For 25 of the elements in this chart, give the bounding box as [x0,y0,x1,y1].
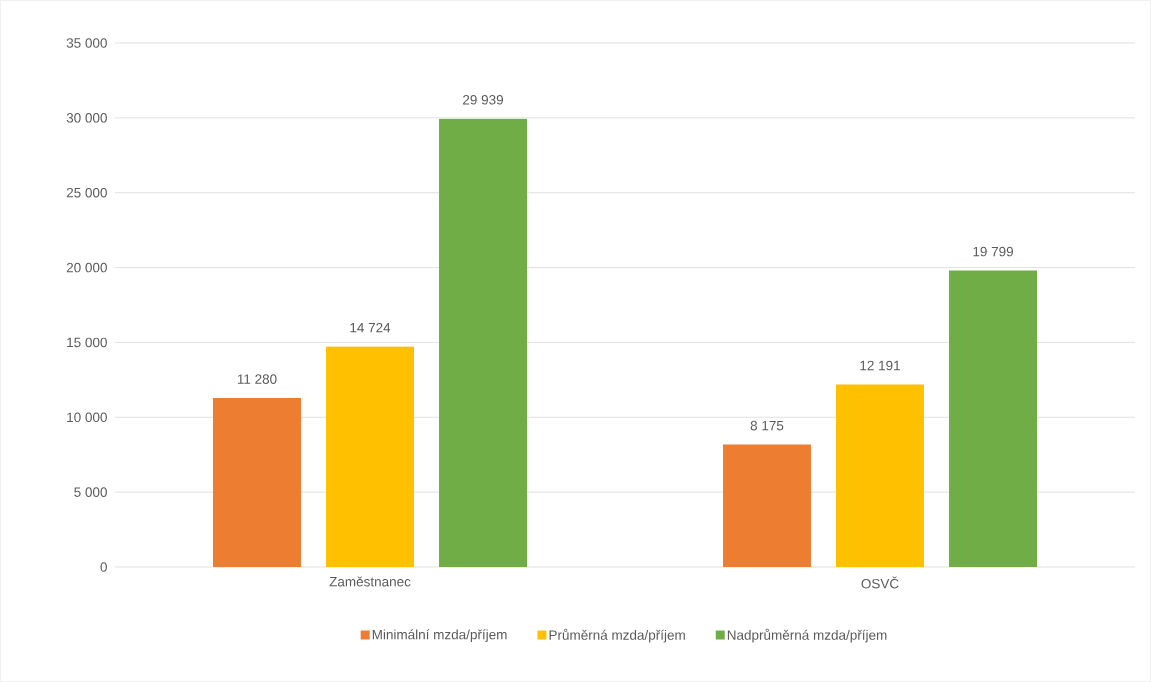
data-label: 14 724 [350,322,391,333]
bar [836,384,924,567]
y-tick-label: 10 000 [67,412,107,423]
y-tick-label: 0 [100,562,107,572]
x-tick-label: Zaměstnanec [329,576,411,587]
data-label: 19 799 [973,246,1013,257]
x-tick-label: OSVČ [861,576,899,589]
data-label: 12 191 [860,360,900,371]
y-tick-label: 5 000 [74,487,107,497]
bar [439,118,527,567]
y-tick-label: 20 000 [66,262,107,273]
data-label: 11 280 [237,374,277,384]
y-tick-label: 30 000 [66,113,107,123]
bar [723,444,811,567]
y-tick-label: 35 000 [66,38,107,48]
legend-label: Minimální mzda/příjem [372,629,507,643]
data-label: 8 175 [750,420,784,431]
y-tick-label: 25 000 [66,187,107,198]
bar [326,346,414,567]
bar [949,270,1037,567]
legend-label: Průměrná mzda/příjem [549,628,685,643]
bar [213,398,301,567]
legend-label: Nadprůměrná mzda/příjem [727,628,887,643]
data-label: 29 939 [463,95,504,105]
y-tick-label: 15 000 [67,337,107,348]
